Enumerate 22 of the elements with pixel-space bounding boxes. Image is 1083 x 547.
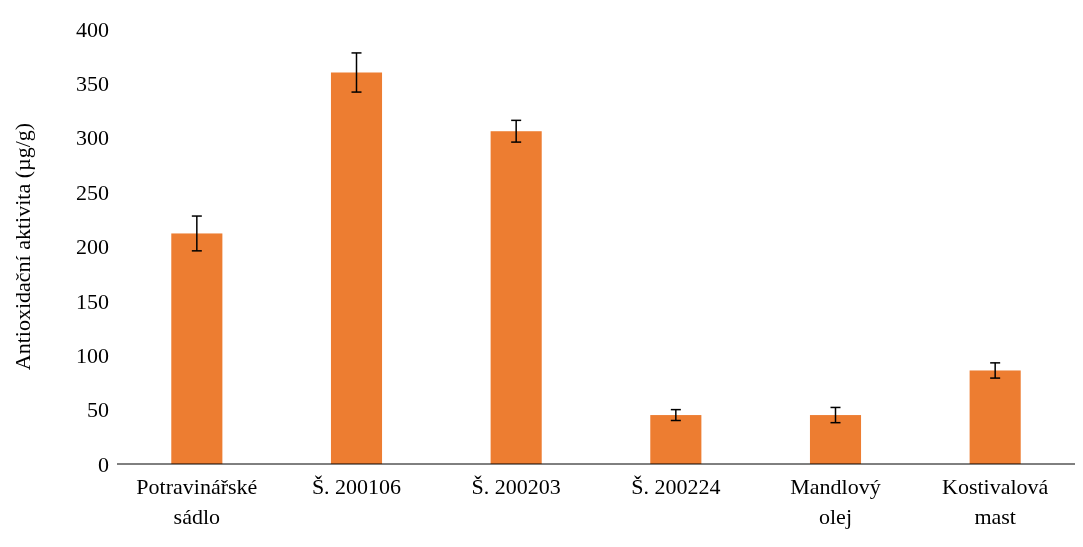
x-tick-label: Š. 200106 (311, 474, 402, 499)
y-tick-label: 100 (76, 342, 109, 368)
bar (809, 415, 862, 464)
bar (650, 415, 702, 464)
bar (969, 370, 1021, 464)
y-tick-label: 50 (87, 397, 109, 423)
x-tick-label: Potravinářské sádlo (136, 474, 258, 529)
y-tick-label: 250 (76, 179, 109, 205)
x-tick-label: Š. 200203 (471, 474, 561, 499)
y-tick-label: 0 (98, 451, 109, 477)
y-tick-label: 400 (76, 16, 109, 42)
y-tick-label: 200 (76, 234, 109, 260)
bar (490, 131, 542, 464)
x-tick-label: Kostivalová mast (942, 474, 1049, 529)
y-tick-label: 350 (76, 71, 109, 97)
x-tick-label: Mandlový olej (790, 474, 881, 529)
y-axis-title: Antioxidační aktivita (µg/g) (10, 122, 35, 371)
bar (171, 233, 223, 464)
y-tick-label: 300 (76, 125, 109, 151)
bar (330, 72, 383, 464)
x-tick-label: Š. 200224 (631, 474, 721, 499)
y-tick-label: 150 (76, 288, 109, 314)
